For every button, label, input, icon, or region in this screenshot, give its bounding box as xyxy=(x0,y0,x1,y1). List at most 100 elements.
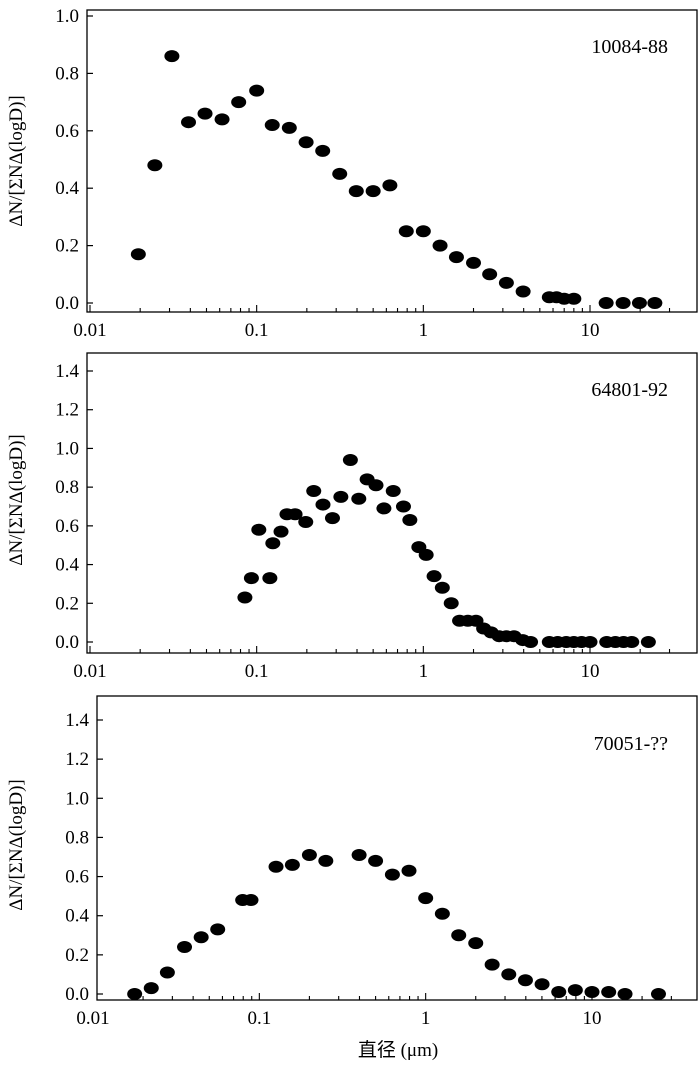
data-point xyxy=(298,136,314,149)
data-point xyxy=(517,974,533,987)
sample-label: 64801-92 xyxy=(591,379,668,401)
data-point xyxy=(468,937,484,950)
data-point xyxy=(384,868,400,881)
data-point xyxy=(127,988,143,1000)
data-points xyxy=(237,454,656,648)
x-tick-label: 0.01 xyxy=(73,320,106,341)
data-point xyxy=(401,864,417,877)
y-tick-label: 1.0 xyxy=(55,438,79,459)
data-points xyxy=(127,849,666,1000)
data-point xyxy=(582,636,598,648)
data-point xyxy=(237,591,253,604)
data-point xyxy=(647,297,663,309)
data-point xyxy=(251,523,267,536)
x-tick-label: 1 xyxy=(419,320,429,341)
data-point xyxy=(534,978,550,991)
data-point xyxy=(566,292,582,305)
data-point xyxy=(324,512,340,525)
axis-ticks: 0.0 0.2 0.4 0.6 0.8 1.0 1.2 1.4 0.01 0.1 1 10 xyxy=(55,361,671,682)
data-point xyxy=(448,251,464,264)
data-point xyxy=(515,285,531,298)
y-tick-label: 0.8 xyxy=(55,477,79,498)
data-point xyxy=(164,50,180,63)
y-tick-label: 0.2 xyxy=(55,236,79,257)
data-point xyxy=(264,119,280,132)
data-point xyxy=(443,597,459,610)
data-point xyxy=(143,982,159,995)
data-point xyxy=(284,858,300,871)
data-point xyxy=(318,854,334,867)
data-point xyxy=(368,479,384,492)
data-point xyxy=(177,941,193,954)
data-point xyxy=(262,572,278,585)
data-point xyxy=(298,515,314,528)
data-point xyxy=(650,988,666,1000)
data-point xyxy=(523,636,539,648)
y-tick-label: 0.4 xyxy=(55,178,79,199)
data-point xyxy=(584,986,600,999)
data-point xyxy=(415,225,431,238)
data-point xyxy=(315,144,331,157)
data-point xyxy=(385,485,401,498)
y-tick-label: 0.6 xyxy=(55,516,79,537)
data-point xyxy=(376,502,392,515)
data-point xyxy=(567,984,583,997)
data-point xyxy=(466,256,482,269)
data-point xyxy=(181,116,197,129)
x-tick-label: 0.1 xyxy=(247,1008,271,1029)
sample-label: 10084-88 xyxy=(591,36,668,58)
data-point xyxy=(426,570,442,583)
data-point xyxy=(210,923,226,936)
axis-ticks: 0.0 0.2 0.4 0.6 0.8 1.0 0.01 0.1 1 10 xyxy=(55,6,671,341)
data-point xyxy=(197,107,213,120)
data-point xyxy=(268,860,284,873)
data-point xyxy=(640,636,656,648)
data-point xyxy=(333,490,349,503)
x-tick-label: 0.1 xyxy=(245,661,269,682)
y-tick-label: 0.2 xyxy=(65,945,89,966)
data-point xyxy=(342,454,358,467)
y-axis-label: ΔN/[ΣNΔ(logD)] xyxy=(6,434,27,566)
y-tick-label: 0.0 xyxy=(55,632,79,653)
plot-frame xyxy=(96,695,698,1001)
data-point xyxy=(306,485,322,498)
data-point xyxy=(351,492,367,505)
data-point xyxy=(147,159,163,172)
y-tick-label: 0.8 xyxy=(55,63,79,84)
data-point xyxy=(501,968,517,981)
data-point xyxy=(243,572,259,585)
y-tick-label: 1.4 xyxy=(65,710,89,731)
data-point xyxy=(498,276,514,289)
y-tick-label: 0.8 xyxy=(65,827,89,848)
data-point xyxy=(315,498,331,511)
y-tick-label: 0.4 xyxy=(55,555,79,576)
data-point xyxy=(214,113,230,126)
data-point xyxy=(631,297,647,309)
data-point xyxy=(484,958,500,971)
y-tick-label: 0.2 xyxy=(55,593,79,614)
y-tick-label: 0.4 xyxy=(65,906,89,927)
data-point xyxy=(551,986,567,999)
data-point xyxy=(332,167,348,180)
x-axis-label: 直径 (μm) xyxy=(358,1039,438,1061)
x-tick-label: 10 xyxy=(581,320,600,341)
x-tick-label: 0.1 xyxy=(245,320,269,341)
x-tick-label: 1 xyxy=(421,1008,431,1029)
data-point xyxy=(418,892,434,905)
data-point xyxy=(617,988,633,1000)
data-point xyxy=(301,849,317,862)
chart-panel-64801-92: 0.0 0.2 0.4 0.6 0.8 1.0 1.2 1.4 0.01 0.1 1 10 64801… xyxy=(6,352,698,682)
data-point xyxy=(159,966,175,979)
data-point xyxy=(482,268,498,281)
y-tick-label: 0.6 xyxy=(65,867,89,888)
plot-frame xyxy=(86,9,698,313)
y-tick-label: 1.0 xyxy=(65,788,89,809)
y-tick-label: 1.2 xyxy=(65,749,89,770)
y-tick-label: 1.2 xyxy=(55,400,79,421)
data-point xyxy=(601,986,617,999)
data-point xyxy=(368,854,384,867)
data-point xyxy=(348,185,364,198)
data-point xyxy=(418,548,434,561)
data-point xyxy=(434,907,450,920)
